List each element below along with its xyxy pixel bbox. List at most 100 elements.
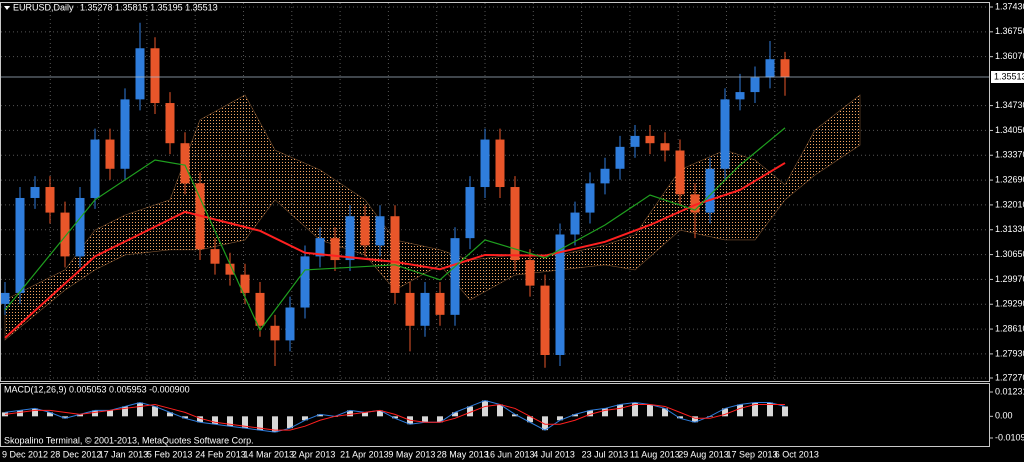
- macd-signal-line: [4, 403, 785, 431]
- candle-body: [345, 216, 355, 261]
- dropdown-icon[interactable]: [4, 6, 10, 10]
- macd-bar: [392, 416, 398, 419]
- macd-bar: [152, 406, 158, 417]
- candle-layer: [0, 22, 790, 368]
- macd-bar: [467, 406, 473, 417]
- candle-body: [645, 135, 655, 144]
- candle-body: [0, 292, 10, 304]
- date-label: 16 Jun 2013: [485, 449, 535, 459]
- candle-body: [585, 183, 595, 213]
- macd-bar: [482, 400, 488, 417]
- candle-body: [105, 139, 115, 169]
- candle-body: [390, 216, 400, 293]
- macd-bar: [107, 410, 113, 417]
- y-tick-label: 1.34050: [995, 125, 1024, 135]
- macd-bar: [272, 416, 278, 433]
- moving-average: [4, 162, 786, 339]
- candle-body: [570, 212, 580, 235]
- candle-body: [255, 292, 265, 326]
- macd-bar: [257, 416, 263, 431]
- candle-body: [180, 143, 190, 184]
- date-label: 5 Feb 2013: [147, 449, 193, 459]
- date-label: 14 Mar 2013: [244, 449, 295, 459]
- macd-bar: [662, 408, 668, 417]
- date-label: 2 Apr 2013: [292, 449, 336, 459]
- candle-body: [630, 135, 640, 147]
- candle-body: [300, 256, 310, 308]
- candle-body: [225, 263, 235, 275]
- candle-body: [765, 59, 775, 78]
- date-label: 9 Dec 2012: [2, 449, 48, 459]
- candle-body: [405, 292, 415, 326]
- candle-body: [45, 187, 55, 213]
- candle-body: [555, 234, 565, 355]
- candle-body: [420, 292, 430, 326]
- candle-body: [135, 48, 145, 100]
- y-tick-label: 1.33370: [995, 150, 1024, 160]
- y-tick-label: 1.27270: [995, 372, 1024, 382]
- candle-body: [675, 150, 685, 195]
- indicator-layer: [1, 76, 990, 339]
- macd-bar: [632, 402, 638, 417]
- y-tick-label: 1.37430: [995, 1, 1024, 11]
- symbol: EURUSD,Daily: [13, 2, 74, 12]
- candle-body: [330, 238, 340, 261]
- macd-bar: [512, 414, 518, 417]
- candle-body: [270, 325, 280, 341]
- macd-tick-label: 0.00: [995, 411, 1013, 421]
- y-tick-label: 1.30650: [995, 249, 1024, 259]
- macd-bar: [122, 406, 128, 417]
- macd-bar: [77, 414, 83, 417]
- last-price-box: [991, 71, 1024, 84]
- candle-body: [15, 197, 25, 293]
- macd-bar: [197, 416, 203, 423]
- macd-bar: [452, 412, 458, 417]
- candle-body: [360, 216, 370, 246]
- candle-body: [750, 77, 760, 93]
- copyright: Skopalino Terminal, © 2001-2013, MetaQuo…: [4, 435, 254, 445]
- candle-body: [60, 212, 70, 257]
- macd-title: MACD(12,26,9) 0.005053 0.005953 -0.00090…: [4, 384, 190, 394]
- candle-body: [540, 285, 550, 355]
- candle-body: [435, 292, 445, 315]
- macd-bar: [317, 414, 323, 417]
- macd-bar: [377, 410, 383, 417]
- candle-body: [600, 168, 610, 184]
- macd-bar: [62, 416, 68, 419]
- macd-bar: [647, 404, 653, 417]
- macd-bar: [752, 402, 758, 417]
- macd-bar: [587, 410, 593, 417]
- candle-body: [315, 238, 325, 257]
- candle-body: [30, 187, 40, 198]
- macd-main-line: [4, 400, 786, 433]
- macd-bar: [557, 416, 563, 421]
- candle-body: [780, 59, 790, 78]
- date-label: 28 Dec 2012: [50, 449, 101, 459]
- date-label: 9 May 2013: [388, 449, 435, 459]
- date-label: 17 Sep 2013: [727, 449, 778, 459]
- macd-bar: [227, 416, 233, 427]
- date-label: 11 Aug 2013: [630, 449, 680, 459]
- macd-bar: [437, 416, 443, 423]
- macd-bar: [92, 410, 98, 417]
- candle-body: [510, 187, 520, 261]
- date-label: 21 Apr 2013: [340, 449, 389, 459]
- candle-body: [75, 197, 85, 257]
- date-label: 6 Oct 2013: [775, 449, 819, 459]
- candle-body: [210, 249, 220, 264]
- candle-body: [375, 216, 385, 246]
- date-label: 28 May 2013: [437, 449, 489, 459]
- last-price-label: 1.35513: [994, 71, 1024, 81]
- cloud-layer: [4, 94, 861, 341]
- date-label: 29 Aug 2013: [678, 449, 729, 459]
- candle-body: [240, 274, 250, 293]
- macd-bar: [737, 404, 743, 417]
- y-tick-label: 1.36750: [995, 26, 1024, 36]
- y-tick-label: 1.32010: [995, 199, 1024, 209]
- candle-body: [705, 168, 715, 213]
- ichimoku-cloud: [4, 94, 861, 341]
- candle-body: [465, 187, 475, 239]
- macd-tick-label: -0.010975: [995, 432, 1024, 442]
- candle-body: [285, 307, 295, 341]
